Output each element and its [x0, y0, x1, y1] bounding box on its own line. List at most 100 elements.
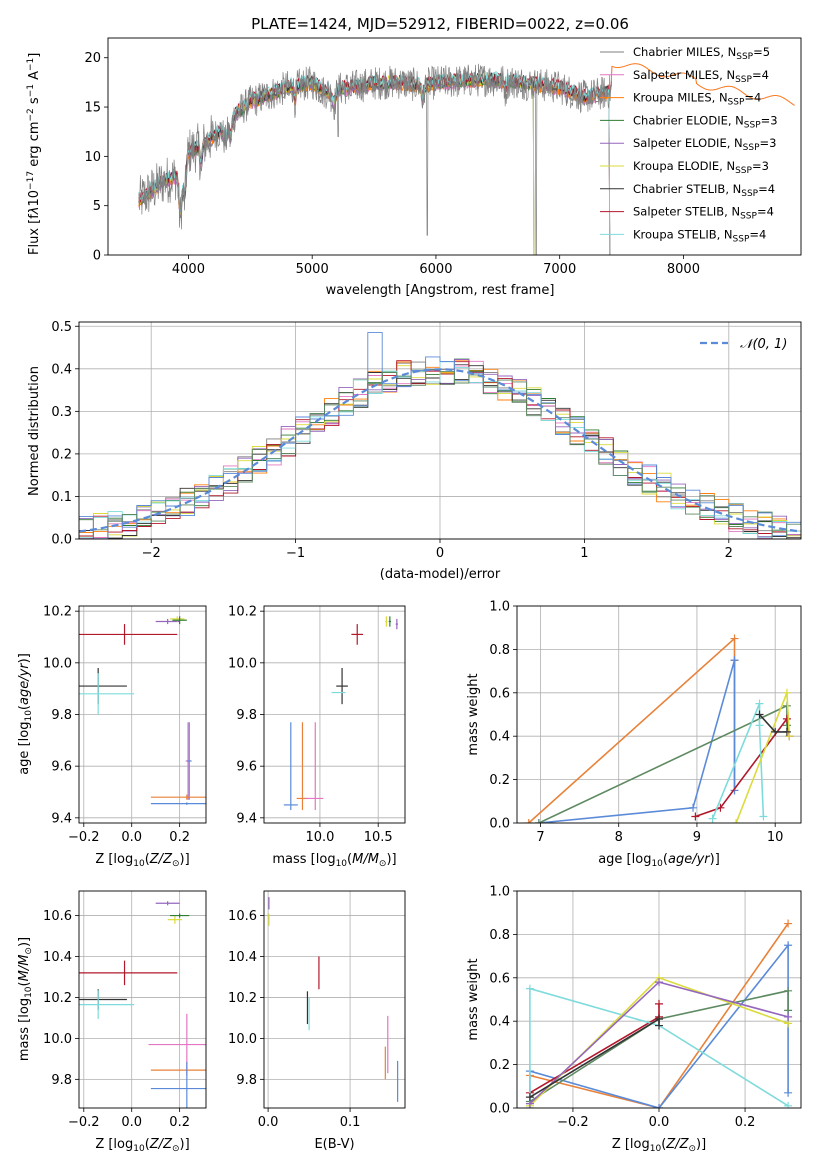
x-tick-label: 1 — [580, 546, 588, 561]
weight-line — [529, 1003, 660, 1094]
residual-histogram-step — [79, 332, 801, 539]
spectrum-plot: Chabrier MILES, NSSP=5 Salpeter MILES, NS… — [26, 37, 802, 298]
x-tick-label: 0.1 — [340, 1115, 361, 1130]
x-tick-label: −1 — [286, 546, 305, 561]
weight-marker — [782, 727, 791, 736]
y-tick-label: 9.8 — [236, 1073, 257, 1088]
weight-marker — [755, 710, 764, 719]
mass-vs-metallicity-plot: −0.2 0.0 0.2 9.8 10.0 10.2 10.4 10.6 Z [log10(Z/… — [17, 890, 207, 1154]
weight-marker — [785, 732, 794, 741]
weight-marker — [525, 984, 534, 993]
weight-line — [538, 660, 736, 823]
x-tick-label: 8 — [615, 830, 623, 845]
legend-entry: Salpeter STELIB, NSSP=4 — [633, 205, 774, 222]
x-tick-label: 2 — [725, 546, 733, 561]
y-tick-label: 1.0 — [489, 600, 510, 615]
weight-marker — [755, 721, 764, 730]
y-tick-label: 10.4 — [228, 950, 257, 965]
y-axis-label: mass [log10(M/M⊙)] — [17, 937, 34, 1061]
weight-marker — [782, 688, 791, 697]
weight-marker — [782, 714, 791, 723]
weight-marker — [655, 1021, 663, 1030]
y-tick-label: 10.6 — [228, 909, 257, 924]
y-tick-label: 0.0 — [489, 1102, 510, 1117]
y-tick-label: 0.5 — [51, 320, 72, 335]
x-axis-label: age [log10(age/yr)] — [598, 852, 720, 869]
plot-area — [525, 919, 793, 1108]
y-tick-label: 9.4 — [51, 811, 72, 826]
spectrum-x-label: wavelength [Angstrom, rest frame] — [326, 283, 555, 298]
observed-spectrum — [138, 63, 613, 255]
x-tick-label: 8000 — [667, 262, 700, 277]
x-tick-label: 0.2 — [735, 1115, 756, 1130]
plot-area — [138, 63, 795, 255]
y-tick-label: 0.4 — [489, 1015, 510, 1030]
weight-vs-age-plot: 7 8 9 10 0.0 0.2 0.4 0.6 0.8 1.0 age [log10(age/yr… — [466, 600, 802, 869]
y-tick-label: 0 — [93, 249, 101, 264]
y-tick-label: 9.4 — [236, 811, 257, 826]
weight-marker — [730, 634, 739, 643]
weight-marker — [784, 1012, 793, 1021]
y-tick-label: 5 — [93, 199, 101, 214]
y-tick-label: 10 — [84, 150, 101, 165]
x-tick-label: 5000 — [296, 262, 329, 277]
mass-vs-ebv-plot: 0.0 0.1 9.8 10.0 10.2 10.4 10.6 E(B-V) — [228, 890, 406, 1152]
x-tick-label: 0.0 — [121, 1115, 142, 1130]
weight-marker — [691, 812, 700, 821]
weight-marker — [525, 1093, 534, 1102]
plot-area — [524, 634, 794, 823]
model-spectrum-salpeter-elodie — [138, 74, 535, 255]
x-tick-label: −0.2 — [68, 1115, 100, 1130]
residuals-histogram: 𝒩(0, 1) −2 −1 0 1 2 0.0 0.1 0.2 0.3 0.4 0.5 (data-mo… — [27, 320, 802, 582]
legend-entry: Chabrier ELODIE, NSSP=3 — [633, 113, 778, 130]
y-axis-label: mass weight — [466, 673, 481, 755]
weight-marker — [784, 1088, 793, 1097]
model-spectrum-salpeter-stelib — [138, 71, 611, 255]
weight-marker — [784, 1101, 793, 1108]
y-tick-label: 10.2 — [228, 605, 257, 620]
age-vs-metallicity-plot: −0.2 0.0 0.2 9.4 9.6 9.8 10.0 10.2 Z [log10(Z/Z⊙… — [17, 605, 207, 869]
x-tick-label: 7 — [536, 830, 544, 845]
y-tick-label: 10.4 — [43, 950, 72, 965]
model-spectrum-kroupa-stelib — [138, 70, 611, 255]
x-tick-label: 0 — [436, 546, 444, 561]
weight-marker — [655, 999, 663, 1008]
y-tick-label: 10.2 — [43, 991, 72, 1006]
age-vs-mass-plot: 10.0 10.5 9.4 9.6 9.8 10.0 10.2 mass [log10(M/M… — [228, 605, 406, 869]
y-tick-label: 0.6 — [489, 971, 510, 986]
x-tick-label: 9 — [693, 830, 701, 845]
x-tick-label: −2 — [142, 546, 161, 561]
y-tick-label: 9.6 — [51, 760, 72, 775]
plot-area — [79, 616, 206, 805]
model-spectrum-chabrier-elodie — [138, 75, 535, 255]
residual-histogram-step — [79, 369, 801, 539]
weight-marker — [534, 819, 543, 823]
x-tick-label: 4000 — [172, 262, 205, 277]
y-tick-label: 1.0 — [489, 885, 510, 900]
plot-area — [268, 897, 399, 1102]
weight-marker — [689, 803, 698, 812]
weight-marker — [759, 812, 768, 821]
residuals-y-label: Normed distribution — [27, 366, 42, 496]
x-axis-label: Z [log10(Z/Z⊙)] — [612, 1137, 706, 1154]
y-tick-label: 0.0 — [489, 817, 510, 832]
y-tick-label: 10.0 — [228, 1032, 257, 1047]
x-tick-label: 0.0 — [258, 1115, 279, 1130]
legend-entry: Salpeter MILES, NSSP=4 — [633, 68, 769, 85]
y-tick-label: 20 — [84, 51, 101, 66]
spectrum-legend: Chabrier MILES, NSSP=5 Salpeter MILES, NS… — [600, 45, 778, 244]
y-tick-label: 0.2 — [489, 773, 510, 788]
y-tick-label: 0.4 — [51, 362, 72, 377]
y-tick-label: 9.8 — [51, 708, 72, 723]
weight-marker — [655, 978, 663, 987]
residuals-x-label: (data-model)/error — [380, 567, 501, 582]
y-tick-label: 10.6 — [43, 909, 72, 924]
weight-marker — [784, 919, 793, 928]
weight-line — [528, 636, 736, 823]
x-tick-label: 6000 — [419, 262, 452, 277]
y-tick-label: 0.1 — [51, 490, 72, 505]
plot-area — [79, 901, 206, 1108]
model-spectrum-chabrier-stelib — [138, 72, 611, 255]
x-axis-label: Z [log10(Z/Z⊙)] — [95, 1137, 189, 1154]
